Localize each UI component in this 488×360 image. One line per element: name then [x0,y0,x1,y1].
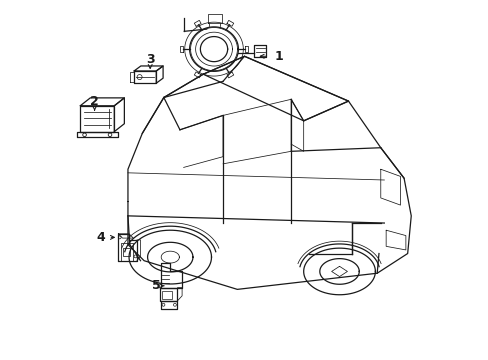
Text: 2: 2 [90,95,99,108]
Text: 1: 1 [274,50,283,63]
Text: 5: 5 [152,279,161,292]
Text: 4: 4 [96,231,104,244]
Text: 3: 3 [145,53,154,66]
